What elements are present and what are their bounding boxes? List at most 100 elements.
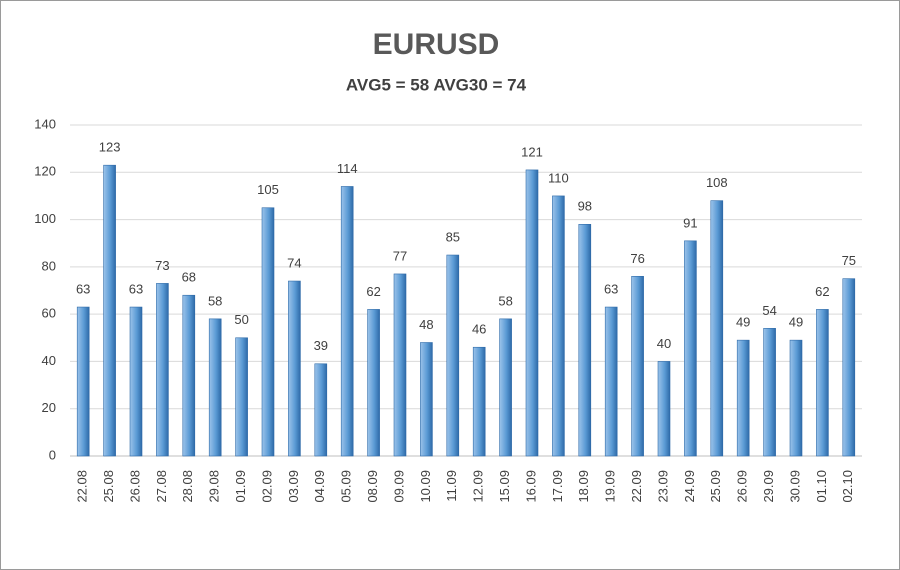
data-label: 49 [789, 315, 803, 330]
bar [578, 224, 592, 457]
data-label: 91 [683, 215, 697, 230]
data-label: 54 [762, 303, 776, 318]
x-tick-label: 01.09 [233, 470, 248, 503]
x-tick-label: 18.09 [576, 470, 591, 503]
bar [182, 294, 196, 457]
bar [446, 254, 460, 457]
x-tick-label: 27.08 [154, 470, 169, 503]
x-tick-label: 01.10 [814, 470, 829, 503]
data-label: 123 [99, 140, 121, 155]
x-tick-label: 26.08 [127, 470, 142, 503]
bar [261, 207, 275, 457]
y-tick-label: 60 [42, 306, 56, 321]
x-tick-label: 12.09 [471, 470, 486, 503]
data-label: 105 [257, 182, 279, 197]
x-tick-label: 16.09 [523, 470, 538, 503]
bar [76, 306, 90, 457]
data-label: 58 [208, 293, 222, 308]
x-tick-label: 17.09 [550, 470, 565, 503]
x-tick-label: 04.09 [312, 470, 327, 503]
bar [340, 186, 354, 457]
data-label: 121 [521, 144, 543, 159]
bar [420, 342, 433, 457]
bar [156, 283, 169, 457]
y-tick-label: 100 [34, 211, 56, 226]
bar [710, 200, 724, 457]
x-tick-label: 11.09 [444, 470, 459, 502]
bar [736, 339, 750, 457]
bar [235, 337, 248, 457]
y-tick-label: 0 [49, 447, 56, 462]
data-label: 50 [234, 312, 248, 327]
bar [129, 306, 143, 457]
data-label: 62 [815, 284, 829, 299]
data-label: 85 [446, 229, 460, 244]
data-label: 63 [76, 281, 90, 296]
x-tick-label: 29.09 [761, 470, 776, 503]
x-tick-label: 28.08 [180, 470, 195, 503]
data-label: 46 [472, 322, 486, 337]
bar [842, 278, 856, 457]
bar [103, 164, 116, 457]
x-tick-label: 23.09 [655, 470, 670, 503]
data-label: 77 [393, 248, 407, 263]
data-label: 73 [155, 258, 169, 273]
x-tick-label: 09.09 [391, 470, 406, 503]
data-label: 49 [736, 315, 750, 330]
x-tick-label: 15.09 [497, 470, 512, 503]
data-label: 48 [419, 317, 433, 332]
data-label: 58 [498, 293, 512, 308]
data-label: 98 [578, 199, 592, 214]
bar [472, 346, 486, 457]
data-label: 76 [630, 251, 644, 266]
data-label: 108 [706, 175, 728, 190]
x-tick-label: 10.09 [418, 470, 433, 503]
bar [789, 339, 803, 457]
bar [816, 309, 829, 457]
x-tick-label: 30.09 [787, 470, 802, 503]
bar [367, 309, 380, 457]
data-label: 39 [314, 338, 328, 353]
data-label: 40 [657, 336, 671, 351]
x-tick-label: 29.08 [207, 470, 222, 503]
bar [763, 328, 776, 457]
bar [604, 306, 618, 457]
x-tick-label: 08.09 [365, 470, 380, 503]
x-tick-label: 03.09 [286, 470, 301, 503]
x-tick-label: 25.09 [708, 470, 723, 503]
data-label: 74 [287, 255, 301, 270]
bar [499, 318, 512, 457]
y-tick-label: 120 [34, 164, 56, 179]
x-tick-label: 02.10 [840, 470, 855, 503]
bar [552, 195, 565, 457]
data-label: 63 [129, 281, 143, 296]
bar [314, 363, 328, 457]
data-label: 110 [548, 170, 569, 185]
data-label: 68 [182, 270, 196, 285]
x-tick-label: 25.08 [101, 470, 116, 503]
x-tick-label: 22.08 [75, 470, 90, 503]
y-tick-label: 140 [34, 116, 56, 131]
x-tick-label: 05.09 [339, 470, 354, 503]
chart-title: EURUSD [373, 28, 500, 61]
x-tick-label: 24.09 [682, 470, 697, 503]
bar [525, 169, 539, 457]
x-tick-label: 22.09 [629, 470, 644, 503]
data-label: 75 [842, 253, 856, 268]
bar [631, 276, 644, 457]
bar [288, 280, 301, 457]
bar [393, 273, 407, 457]
bar [684, 240, 697, 457]
data-label: 62 [366, 284, 380, 299]
y-tick-label: 20 [42, 400, 56, 415]
bar [657, 361, 671, 457]
x-tick-label: 19.09 [603, 470, 618, 503]
bar [208, 318, 222, 457]
data-label: 114 [337, 161, 358, 176]
y-tick-label: 40 [42, 353, 56, 368]
y-tick-label: 80 [42, 258, 56, 273]
data-label: 63 [604, 281, 618, 296]
x-tick-label: 26.09 [735, 470, 750, 503]
chart-subtitle: AVG5 = 58 AVG30 = 74 [346, 75, 527, 94]
